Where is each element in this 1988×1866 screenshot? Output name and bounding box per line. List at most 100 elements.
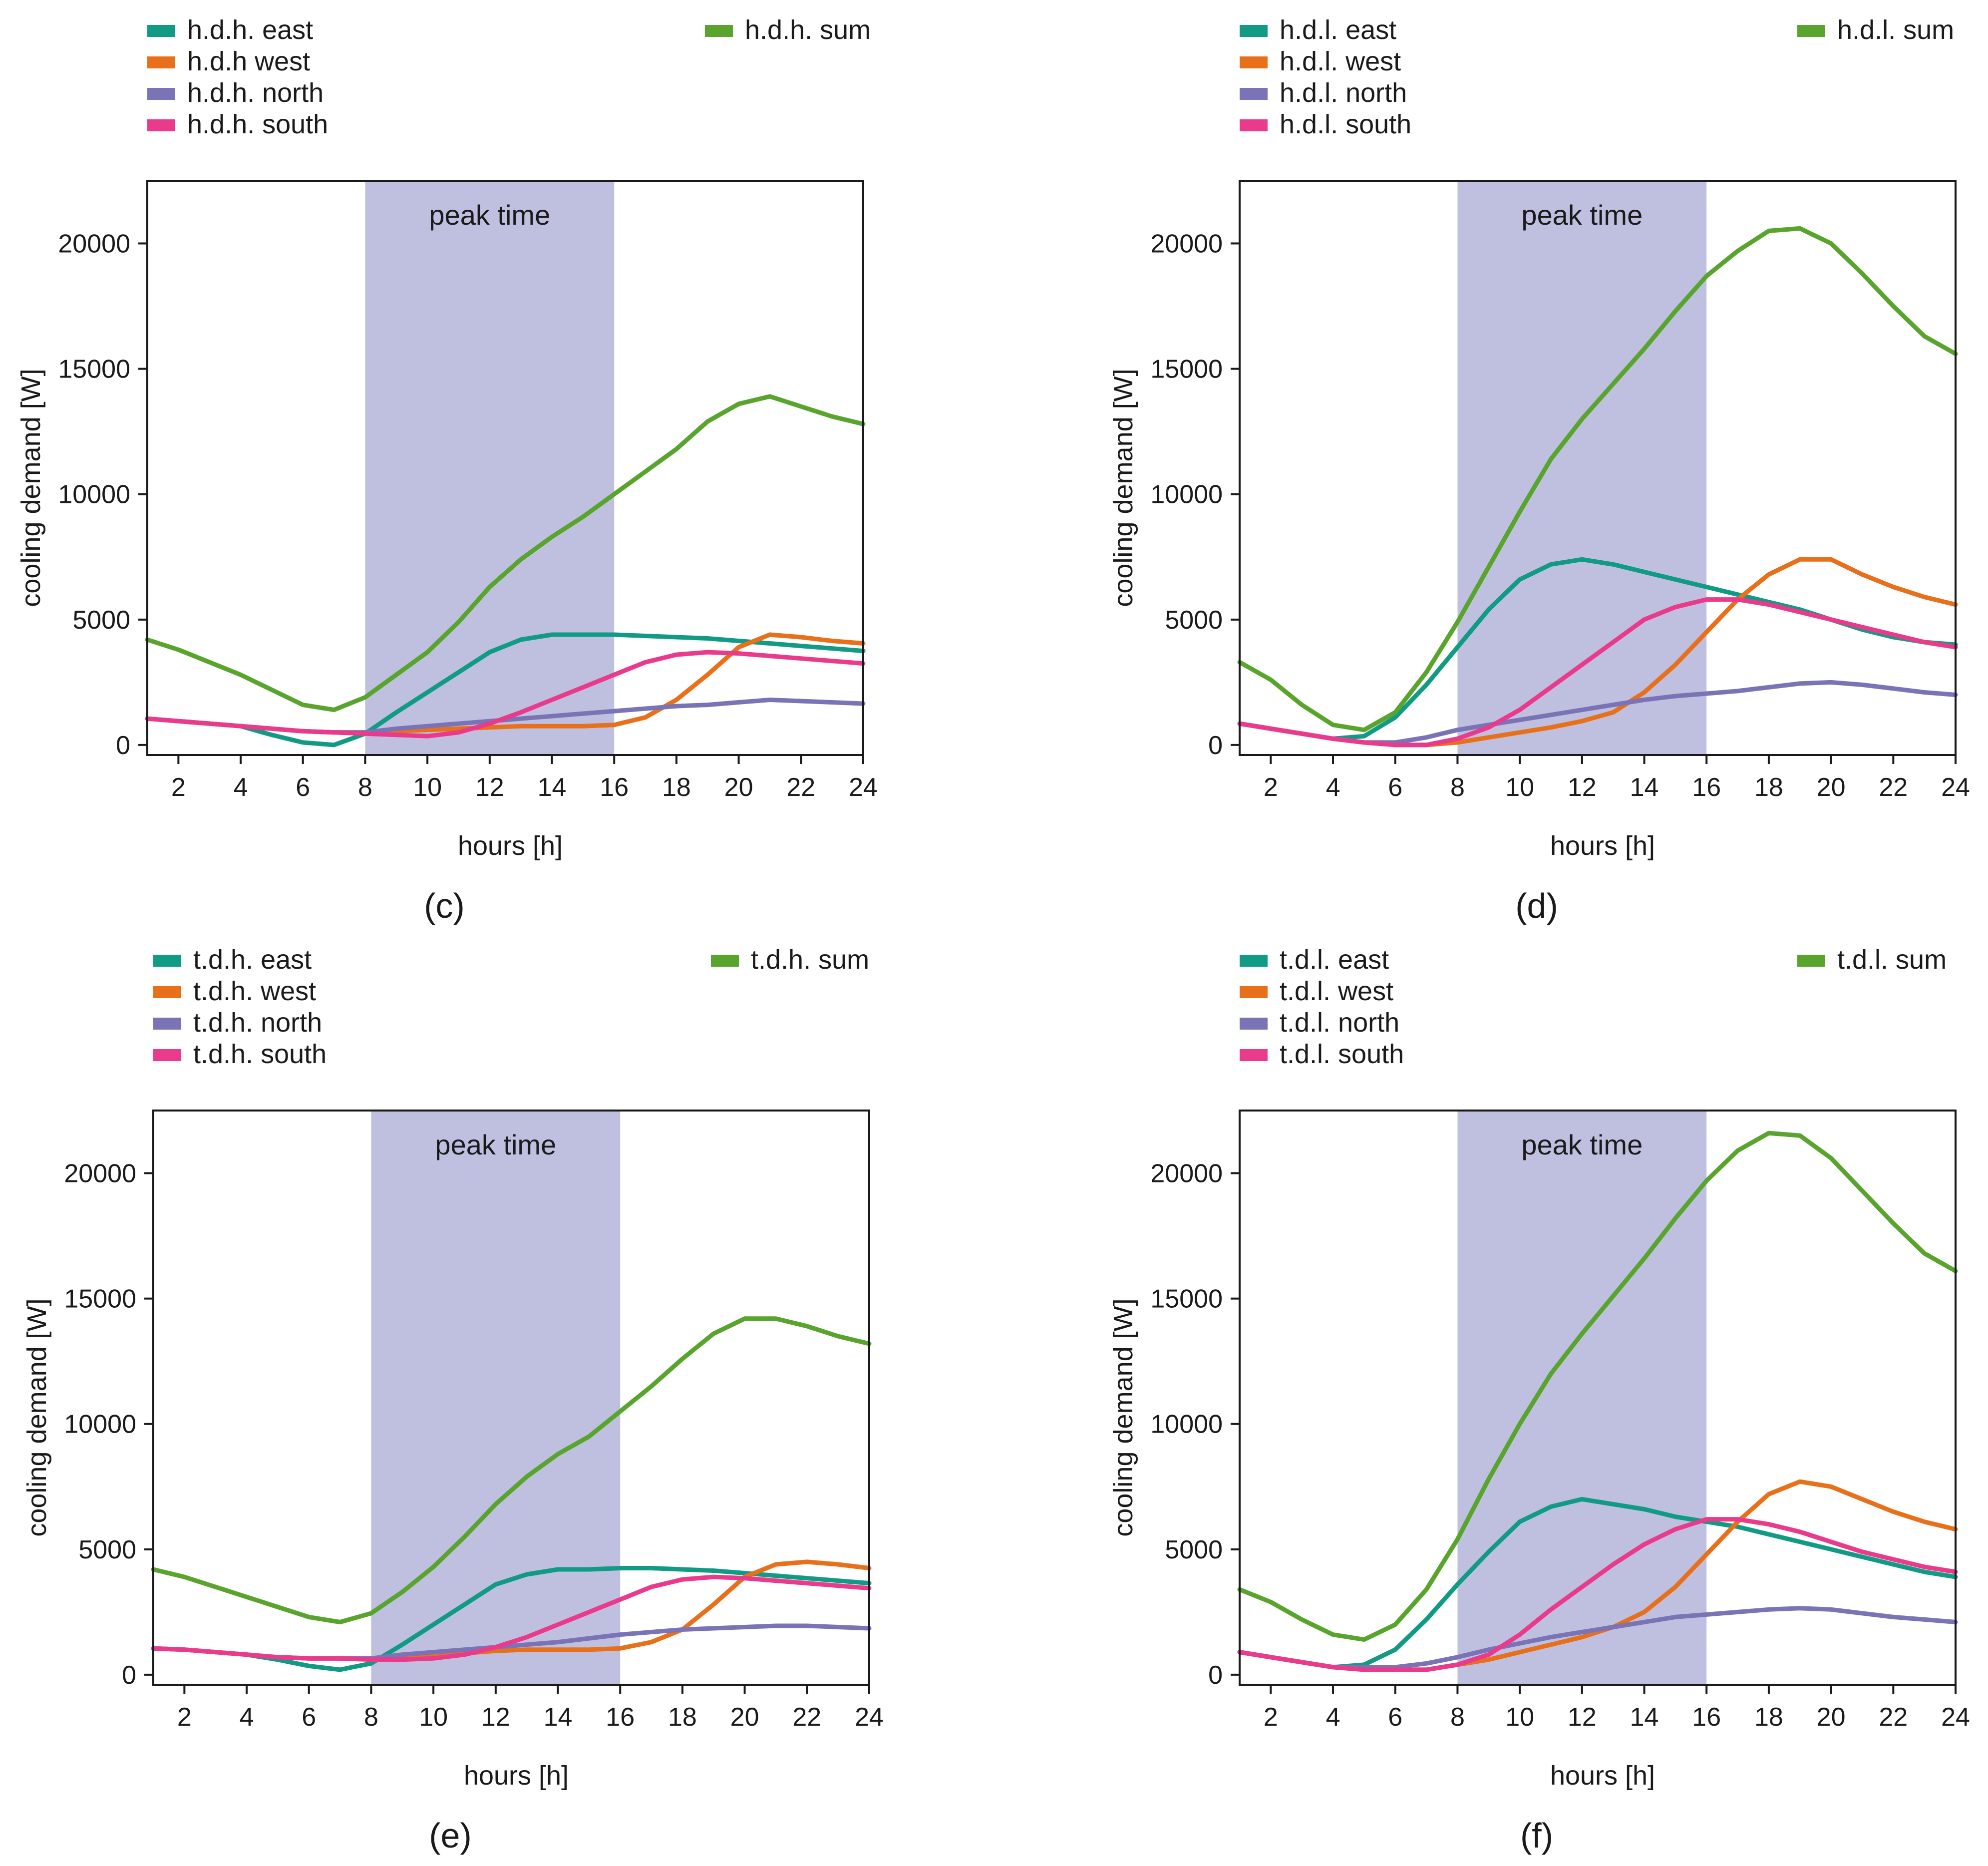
panel-label: (f) — [1520, 1816, 1553, 1855]
x-tick-label: 4 — [234, 773, 248, 802]
series-line-sum — [145, 394, 866, 713]
peak-time-label: peak time — [1521, 199, 1643, 231]
x-axis-label: hours [h] — [1550, 1761, 1655, 1791]
y-tick-label: 20000 — [64, 1159, 136, 1188]
y-axis-label: cooling demand [W] — [1108, 369, 1138, 607]
legend-label-north: t.d.l. north — [1280, 1008, 1399, 1038]
panel-label: (e) — [429, 1816, 472, 1855]
legend-label-south: t.d.l. south — [1280, 1039, 1404, 1069]
y-tick-label: 20000 — [58, 230, 130, 259]
x-tick-label: 24 — [849, 773, 878, 802]
x-tick-label: 16 — [606, 1703, 635, 1732]
y-tick-label: 0 — [122, 1661, 136, 1690]
plot-frame — [1239, 1110, 1957, 1686]
x-tick-label: 12 — [1568, 1703, 1597, 1732]
legend-label-south: h.d.l. south — [1280, 109, 1411, 139]
legend-swatch-sum — [1797, 25, 1825, 37]
legend-label-sum: h.d.h. sum — [745, 15, 871, 45]
x-tick-label: 10 — [413, 773, 442, 802]
x-tick-label: 14 — [1630, 773, 1659, 802]
x-tick-label: 24 — [1941, 1703, 1970, 1732]
legend-label-south: h.d.h. south — [187, 109, 328, 139]
legend-label-north: t.d.h. north — [193, 1008, 322, 1038]
legend-label-sum: t.d.l. sum — [1837, 945, 1947, 975]
legend-label-sum: h.d.l. sum — [1837, 15, 1954, 45]
legend-label-east: t.d.l. east — [1280, 945, 1389, 975]
legend-label-west: h.d.h west — [187, 46, 310, 76]
y-tick-label: 15000 — [64, 1285, 136, 1314]
panel-label: (d) — [1515, 886, 1558, 925]
legend-swatch-east — [1240, 955, 1268, 967]
y-tick-label: 5000 — [1165, 606, 1223, 635]
legend-swatch-north — [1240, 1018, 1268, 1030]
y-tick-label: 0 — [1208, 1661, 1223, 1690]
legend-label-west: t.d.h. west — [193, 976, 316, 1006]
x-tick-label: 14 — [544, 1703, 573, 1732]
legend-label-south: t.d.h. south — [193, 1039, 327, 1069]
legend-swatch-north — [147, 88, 175, 100]
plot-frame — [152, 1110, 870, 1686]
y-tick-label: 20000 — [1150, 1159, 1223, 1188]
legend-swatch-north — [1240, 88, 1268, 100]
x-tick-label: 22 — [792, 1703, 821, 1732]
series-line-sum — [151, 1316, 872, 1624]
x-tick-label: 10 — [1505, 1703, 1534, 1732]
legend-swatch-south — [1240, 119, 1268, 131]
x-axis-label: hours [h] — [1550, 831, 1655, 861]
x-tick-label: 4 — [240, 1703, 254, 1732]
x-tick-label: 20 — [730, 1703, 759, 1732]
y-tick-label: 10000 — [58, 480, 130, 509]
x-tick-label: 20 — [1817, 1703, 1846, 1732]
y-axis-label: cooling demand [W] — [22, 1298, 52, 1536]
x-tick-label: 12 — [1568, 773, 1597, 802]
plot-frame — [146, 180, 864, 756]
x-tick-label: 18 — [662, 773, 691, 802]
legend-swatch-sum — [1797, 955, 1825, 967]
series-line-south — [1237, 1517, 1958, 1672]
x-tick-label: 16 — [1692, 1703, 1721, 1732]
x-axis-label: hours [h] — [458, 831, 563, 861]
x-tick-label: 8 — [364, 1703, 378, 1732]
x-tick-label: 6 — [302, 1703, 316, 1732]
x-tick-label: 4 — [1326, 773, 1340, 802]
legend-swatch-west — [1240, 56, 1268, 68]
peak-time-band — [365, 181, 615, 755]
y-tick-label: 0 — [1208, 731, 1223, 760]
x-axis-label: hours [h] — [464, 1761, 569, 1791]
y-tick-label: 10000 — [1150, 480, 1223, 509]
x-tick-label: 6 — [1388, 1703, 1402, 1732]
x-tick-label: 2 — [171, 773, 186, 802]
y-axis-label: cooling demand [W] — [16, 369, 46, 607]
x-tick-label: 12 — [475, 773, 504, 802]
x-tick-label: 18 — [1754, 773, 1783, 802]
x-tick-label: 6 — [296, 773, 310, 802]
y-tick-label: 20000 — [1150, 230, 1223, 259]
legend-swatch-west — [147, 56, 175, 68]
x-tick-label: 2 — [1264, 1703, 1278, 1732]
legend-label-north: h.d.h. north — [187, 78, 324, 108]
legend-label-sum: t.d.h. sum — [751, 945, 869, 975]
x-tick-label: 16 — [600, 773, 629, 802]
legend-label-east: h.d.h. east — [187, 15, 313, 45]
x-tick-label: 24 — [1941, 773, 1970, 802]
series-line-south — [151, 1574, 872, 1662]
x-tick-label: 16 — [1692, 773, 1721, 802]
x-tick-label: 22 — [1879, 1703, 1908, 1732]
x-tick-label: 2 — [1264, 773, 1278, 802]
plot-frame — [1239, 180, 1957, 756]
y-tick-label: 15000 — [1150, 1285, 1223, 1314]
legend-label-west: t.d.l. west — [1280, 976, 1393, 1006]
legend-swatch-north — [153, 1018, 181, 1030]
legend-swatch-south — [147, 119, 175, 131]
x-tick-label: 8 — [358, 773, 372, 802]
x-tick-label: 2 — [177, 1703, 192, 1732]
legend-swatch-east — [153, 955, 181, 967]
peak-time-band — [1457, 1111, 1707, 1685]
x-tick-label: 8 — [1450, 773, 1465, 802]
y-tick-label: 15000 — [58, 355, 130, 384]
x-tick-label: 22 — [1879, 773, 1908, 802]
series-line-south — [1237, 597, 1958, 747]
